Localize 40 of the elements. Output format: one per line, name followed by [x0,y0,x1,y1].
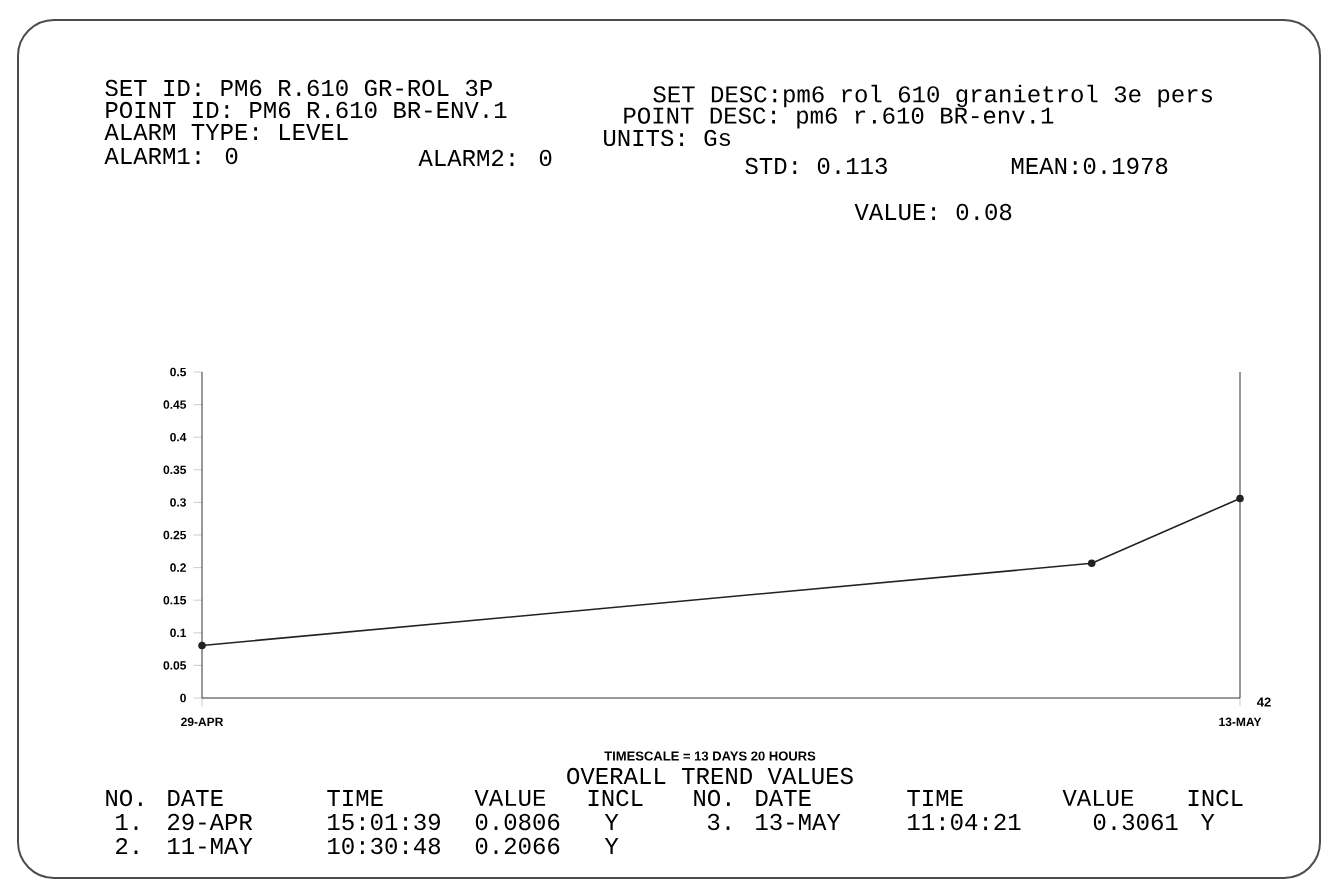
text: VALUE [1062,789,1134,807]
point [198,641,206,650]
text: 2. [116,837,138,855]
text: ALARM2: 0 [418,149,552,167]
text: SET DESC:pm6 rol 610 granietrol 3e pers [653,84,1213,108]
point [1087,559,1096,568]
text: STD: 0.113 [745,157,887,175]
text: OVERALL TREND VALUES [567,767,853,785]
text: 29-APR [168,813,253,831]
text: POINT ID: PM6 R.610 BR-ENV.1 [106,101,507,119]
point [1236,494,1244,503]
text: VALUE: 0.08 [854,203,1012,221]
text: NO. [106,789,142,807]
text: 10:30:48 [328,837,441,855]
text: 0.2066 [475,837,560,855]
text: ALARM TYPE: LEVEL [104,124,348,140]
text: ALARM1: 0 [104,147,238,165]
text: 0.0806 [475,813,560,831]
text: MEAN:0.1978 [1011,157,1168,175]
text: 13-MAY [756,813,841,831]
text: DATE [756,790,811,806]
text: 15:01:39 [328,813,440,831]
text: Y [604,814,619,830]
text: 11:04:21 [908,813,1021,831]
text: VALUE [474,789,546,807]
text: INCL [1188,789,1243,807]
text: 11-MAY [168,838,253,854]
text: 0.3061 [1093,813,1178,831]
text: NO. [694,789,730,807]
text: Y [604,838,619,854]
text: UNITS: Gs [604,129,731,147]
text: 3. [707,813,730,831]
text: 1. [116,814,138,830]
text: Y [1200,814,1215,830]
text: TIME [327,790,383,806]
text: INCL [588,789,643,807]
text: POINT DESC: pm6 r.610 BR-env.1 [624,107,1054,129]
text: TIME [907,790,963,806]
text: SET ID: PM6 R.610 GR-ROL 3P [105,79,492,97]
text: DATE [168,790,223,806]
